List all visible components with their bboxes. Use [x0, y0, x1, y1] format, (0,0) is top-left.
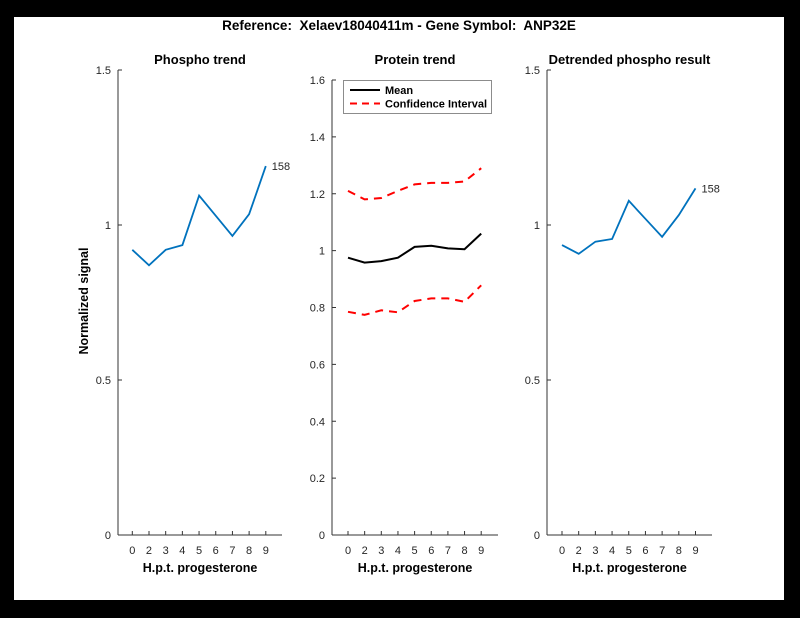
- y-tick-label: 1.2: [310, 189, 325, 201]
- y-tick-label: 0.4: [310, 416, 325, 428]
- x-tick-label: 5: [412, 545, 418, 557]
- x-tick-label: 4: [179, 545, 185, 557]
- legend-ci-label: Confidence Interval: [385, 99, 487, 111]
- series-line-2: [347, 284, 482, 316]
- x-tick-label: 5: [626, 545, 632, 557]
- x-tick-label: 5: [196, 545, 202, 557]
- y-tick-label: 1: [534, 220, 540, 232]
- x-axis-label: H.p.t. progesterone: [358, 561, 473, 575]
- series-line-0: [131, 165, 267, 267]
- x-tick-label: 3: [592, 545, 598, 557]
- series-line-1: [347, 167, 482, 201]
- x-tick-label: 4: [395, 545, 401, 557]
- legend: Mean Confidence Interval: [343, 80, 492, 114]
- x-tick-label: 6: [642, 545, 648, 557]
- x-tick-label: 9: [692, 545, 698, 557]
- y-tick-label: 1.6: [310, 75, 325, 87]
- x-tick-label: 7: [445, 545, 451, 557]
- x-tick-label: 2: [146, 545, 152, 557]
- x-tick-label: 8: [461, 545, 467, 557]
- legend-mean-label: Mean: [385, 85, 413, 97]
- y-tick-label: 0: [319, 530, 325, 542]
- x-tick-label: 8: [246, 545, 252, 557]
- y-tick-label: 1.4: [310, 132, 325, 144]
- subplot-title: Detrended phospho result: [549, 52, 711, 67]
- plot-protein-trend: 00.20.40.60.811.21.41.60 2 3 4 5 6 7 8 9Protein …: [310, 52, 498, 575]
- x-tick-label: 0: [559, 545, 565, 557]
- x-axis-label: H.p.t. progesterone: [143, 561, 258, 575]
- x-tick-label: 2: [362, 545, 368, 557]
- x-tick-label: 2: [576, 545, 582, 557]
- y-tick-label: 0: [534, 530, 540, 542]
- figure-canvas: Reference: Xelaev18040411m - Gene Symbol…: [14, 17, 784, 600]
- x-tick-label: 0: [129, 545, 135, 557]
- y-tick-label: 1.5: [96, 65, 111, 77]
- series-line-0: [347, 232, 482, 264]
- figure-title: Reference: Xelaev18040411m - Gene Symbol…: [222, 18, 576, 33]
- y-tick-label: 0: [105, 530, 111, 542]
- end-point-label: 158: [272, 161, 290, 173]
- x-tick-label: 9: [478, 545, 484, 557]
- y-tick-label: 0.5: [96, 375, 111, 387]
- x-axis-label: H.p.t. progesterone: [572, 561, 687, 575]
- y-tick-label: 0.5: [525, 375, 540, 387]
- x-tick-label: 7: [659, 545, 665, 557]
- x-tick-label: 9: [263, 545, 269, 557]
- legend-box: [343, 80, 492, 114]
- y-tick-label: 1.5: [525, 65, 540, 77]
- x-tick-label: 0: [345, 545, 351, 557]
- x-tick-label: 8: [676, 545, 682, 557]
- x-tick-label: 7: [229, 545, 235, 557]
- x-tick-label: 4: [609, 545, 615, 557]
- end-point-label: 158: [702, 183, 720, 195]
- y-tick-label: 1: [105, 220, 111, 232]
- subplot-title: Protein trend: [375, 52, 456, 67]
- y-tick-label: 0.2: [310, 473, 325, 485]
- x-tick-label: 6: [428, 545, 434, 557]
- y-tick-label: 1: [319, 246, 325, 258]
- subplot-title: Phospho trend: [154, 52, 246, 67]
- y-tick-label: 0.6: [310, 359, 325, 371]
- x-tick-label: 3: [163, 545, 169, 557]
- series-line-0: [561, 187, 697, 255]
- x-tick-label: 3: [378, 545, 384, 557]
- y-axis-label: Normalized signal: [77, 248, 91, 355]
- y-tick-label: 0.8: [310, 303, 325, 315]
- x-tick-label: 6: [213, 545, 219, 557]
